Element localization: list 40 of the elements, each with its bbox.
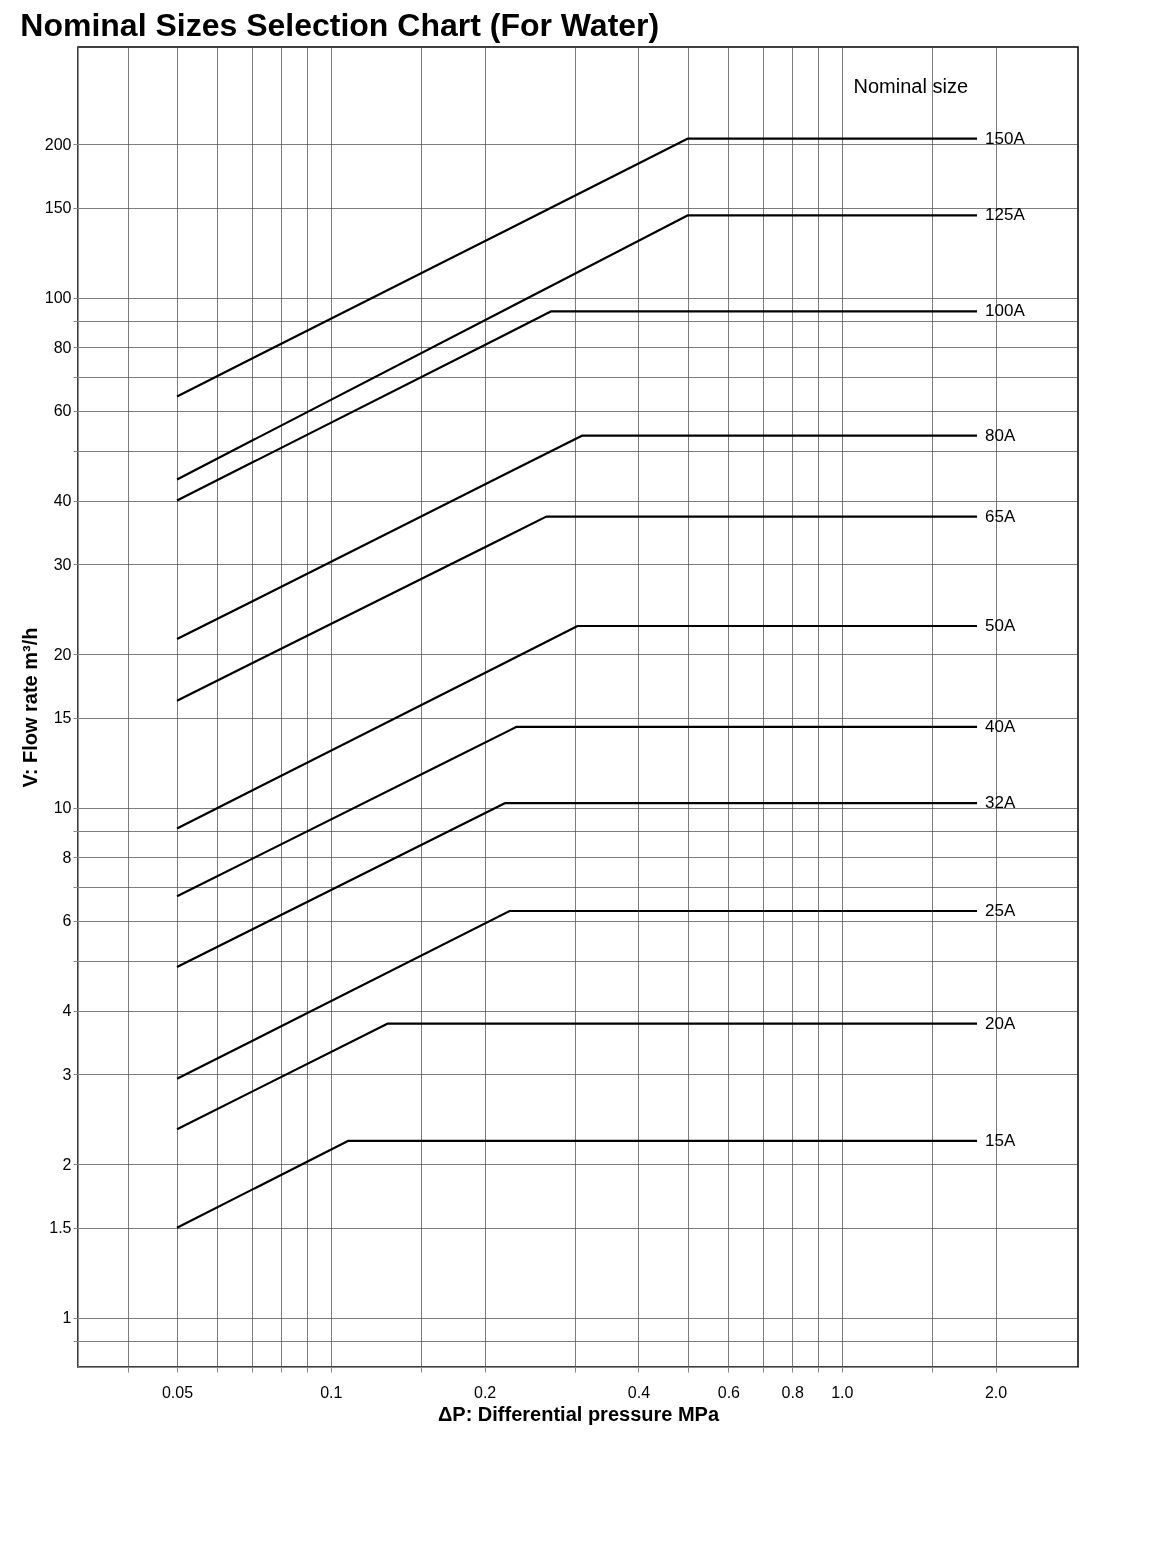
- x-tick-label: 2.0: [984, 1383, 1008, 1401]
- y-tick-label: 8: [62, 848, 72, 866]
- series-label: 50A: [985, 616, 1016, 636]
- series-label: 125A: [985, 205, 1026, 225]
- y-tick-label: 1: [62, 1309, 72, 1327]
- x-tick-label: 0.2: [474, 1383, 497, 1401]
- series-label: 20A: [985, 1013, 1016, 1033]
- y-tick-label: 60: [53, 402, 72, 420]
- y-tick-label: 200: [44, 135, 72, 153]
- x-tick-label: 0.6: [717, 1383, 741, 1401]
- y-tick-label: 150: [44, 199, 72, 217]
- y-tick-label: 80: [53, 338, 72, 356]
- x-tick-label: 0.8: [781, 1383, 804, 1401]
- x-axis-title: ΔP: Differential pressure MPa: [437, 1402, 720, 1425]
- y-tick-label: 10: [53, 799, 72, 817]
- x-tick-label: 1.0: [831, 1383, 854, 1401]
- series-label: 25A: [985, 900, 1016, 920]
- x-tick-label: 0.1: [320, 1383, 343, 1401]
- y-tick-label: 2: [62, 1155, 72, 1173]
- y-tick-label: 3: [62, 1065, 72, 1083]
- chart-title: Nominal Sizes Selection Chart (For Water): [20, 7, 660, 43]
- y-tick-label: 40: [53, 492, 72, 510]
- x-tick-label: 0.4: [627, 1383, 651, 1401]
- series-label: 15A: [985, 1130, 1016, 1150]
- series-label: 40A: [985, 716, 1016, 736]
- y-tick-label: 20: [53, 645, 72, 663]
- series-label: 80A: [985, 425, 1016, 445]
- series-label: 100A: [985, 301, 1026, 321]
- y-axis-title: V: Flow rate m³/h: [18, 627, 41, 788]
- annotation: Nominal size: [853, 75, 968, 97]
- series-label: 150A: [985, 128, 1026, 148]
- y-tick-label: 1.5: [49, 1219, 72, 1237]
- y-tick-label: 6: [62, 912, 72, 930]
- x-tick-label: 0.05: [161, 1383, 194, 1401]
- y-tick-label: 100: [44, 289, 72, 307]
- series-label: 65A: [985, 506, 1016, 526]
- y-tick-label: 30: [53, 555, 72, 573]
- y-tick-label: 15: [53, 709, 72, 727]
- y-tick-label: 4: [62, 1002, 72, 1020]
- series-label: 32A: [985, 793, 1016, 813]
